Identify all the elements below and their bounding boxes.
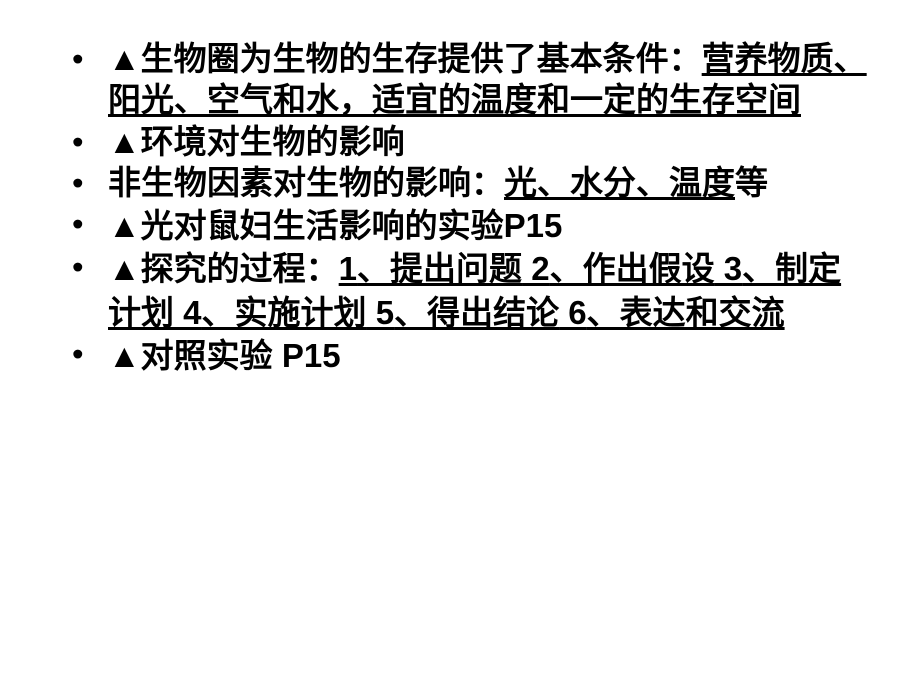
item-underlined: 光、水分、温度 [504, 166, 735, 202]
marker-icon: ▲ [108, 42, 141, 78]
item-text: 对照实验 [141, 339, 273, 375]
item-text: 非生物因素对生物的影响： [108, 166, 504, 202]
marker-icon: ▲ [108, 125, 141, 161]
step-num: 3 [715, 250, 743, 287]
list-item: 非生物因素对生物的影响：光、水分、温度等 [50, 164, 870, 205]
bullet-list: ▲生物圈为生物的生存提供了基本条件：营养物质、阳光、空气和水，适宜的温度和一定的… [50, 40, 870, 378]
step-num: 4 [174, 294, 202, 331]
step-num: 6 [559, 294, 587, 331]
marker-icon: ▲ [108, 339, 141, 375]
step-text: 、提出问题 [357, 252, 522, 288]
slide: ▲生物圈为生物的生存提供了基本条件：营养物质、阳光、空气和水，适宜的温度和一定的… [0, 0, 920, 690]
step-num: 5 [367, 294, 395, 331]
item-code: P15 [504, 207, 563, 244]
list-item: ▲探究的过程：1、提出问题 2、作出假设 3、制定计划 4、实施计划 5、得出结… [50, 248, 870, 335]
step-num: 2 [522, 250, 550, 287]
step-text: 、表达和交流 [587, 296, 785, 332]
step-text: 、实施计划 [202, 296, 367, 332]
item-text: 光对鼠妇生活影响的实验 [141, 209, 504, 245]
list-item: ▲对照实验 P15 [50, 335, 870, 378]
step-text: 、得出结论 [394, 296, 559, 332]
item-text: 环境对生物的影响 [141, 125, 405, 161]
marker-icon: ▲ [108, 209, 141, 245]
item-code: P15 [273, 337, 341, 374]
item-text-tail: 等 [735, 166, 768, 202]
list-item: ▲环境对生物的影响 [50, 123, 870, 164]
step-num: 1 [339, 250, 357, 287]
item-text: 探究的过程： [141, 252, 339, 288]
list-item: ▲光对鼠妇生活影响的实验P15 [50, 205, 870, 248]
item-text: 生物圈为生物的生存提供了基本条件： [141, 42, 702, 78]
marker-icon: ▲ [108, 252, 141, 288]
step-text: 、作出假设 [550, 252, 715, 288]
list-item: ▲生物圈为生物的生存提供了基本条件：营养物质、阳光、空气和水，适宜的温度和一定的… [50, 40, 870, 123]
